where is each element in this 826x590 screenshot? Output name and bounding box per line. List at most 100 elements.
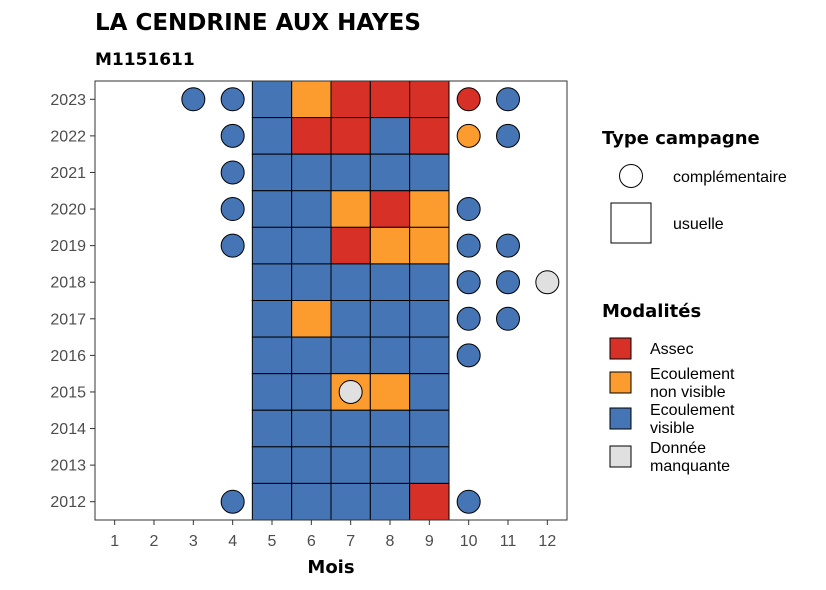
tile-2016-7 [330, 336, 371, 375]
point-2012-4 [220, 489, 245, 514]
tile-2019-7 [330, 226, 371, 265]
tile-2016-6 [291, 336, 332, 375]
tile-2020-7 [330, 190, 371, 228]
point-2016-10 [456, 343, 481, 368]
y-tick-label-2023: 2023 [50, 92, 86, 109]
y-tick-label-2022: 2022 [50, 128, 86, 145]
tile-2022-5 [251, 117, 293, 155]
x-tick-label-2: 2 [150, 533, 159, 550]
tile-2015-6 [291, 373, 332, 411]
tile-2013-7 [330, 446, 371, 484]
y-tick-label-2014: 2014 [50, 421, 86, 438]
tile-2018-9 [409, 263, 450, 301]
x-tick-label-12: 12 [538, 533, 556, 550]
point-2012-10 [456, 489, 481, 514]
tile-2014-8 [369, 409, 411, 448]
tile-2013-6 [291, 446, 332, 484]
tile-2013-5 [251, 446, 293, 484]
y-tick-label-2020: 2020 [50, 202, 86, 219]
point-2019-10 [456, 233, 481, 258]
point-2023-3 [181, 87, 206, 112]
point-2023-11 [496, 87, 520, 112]
point-2018-11 [496, 270, 520, 295]
tile-2012-8 [369, 482, 411, 521]
x-tick-label-3: 3 [189, 533, 198, 550]
y-tick-label-2012: 2012 [50, 494, 86, 511]
tile-2018-6 [291, 263, 332, 301]
tile-2023-6 [291, 80, 332, 119]
plot-panel-border [94, 80, 568, 521]
tile-2017-5 [251, 300, 293, 338]
x-tick-label-4: 4 [228, 533, 237, 550]
point-2019-11 [496, 233, 520, 258]
y-tick-label-2021: 2021 [50, 165, 86, 182]
tile-2018-5 [251, 263, 293, 301]
tile-2014-7 [330, 409, 371, 448]
legend-square-marker [610, 202, 652, 244]
tile-2017-7 [330, 300, 371, 338]
tile-2013-9 [409, 446, 450, 484]
tile-2016-5 [251, 336, 293, 375]
tile-2012-6 [291, 482, 332, 521]
tile-2021-8 [369, 153, 411, 192]
tile-2019-9 [409, 226, 450, 265]
x-tick-label-7: 7 [346, 533, 355, 550]
tile-2014-5 [251, 409, 293, 448]
point-2017-11 [496, 306, 520, 331]
tile-2012-9 [409, 482, 450, 521]
complementaire-points [181, 87, 560, 514]
legend-label-usuelle: usuelle [673, 216, 724, 233]
y-axis: 2012 2013 2014 2015 2016 2017 2018 2019 2020 2021… [50, 92, 95, 511]
point-2022-10 [456, 123, 481, 148]
legend-label-ecoulement-visible-line2: visible [650, 420, 695, 437]
point-2018-12 [535, 270, 560, 295]
point-2021-4 [220, 160, 245, 185]
point-2015-7 [338, 379, 363, 404]
tile-2020-6 [291, 190, 332, 228]
point-2022-11 [496, 123, 520, 148]
chart-subtitle: M1151611 [95, 50, 195, 70]
usuelle-tiles [251, 80, 450, 521]
legend-label-ecoulement-non-visible-line1: Ecoulement [650, 366, 735, 383]
x-tick-label-9: 9 [425, 533, 434, 550]
tile-2023-8 [369, 80, 411, 119]
legend-label-ecoulement-visible-line1: Ecoulement [650, 402, 735, 419]
point-2023-4 [220, 87, 245, 112]
tile-2020-5 [251, 190, 293, 228]
tile-2012-5 [251, 482, 293, 521]
tile-2017-9 [409, 300, 450, 338]
x-tick-label-11: 11 [500, 533, 517, 550]
legend-key-ecoulement-visible [609, 407, 632, 430]
tile-2019-8 [369, 226, 411, 265]
x-tick-label-8: 8 [386, 533, 395, 550]
point-2017-10 [456, 306, 481, 331]
tile-2015-5 [251, 373, 293, 411]
tile-2021-5 [251, 153, 293, 192]
tile-2012-7 [330, 482, 371, 521]
tile-2023-7 [330, 80, 371, 119]
legend-key-assec [609, 337, 632, 360]
point-2018-10 [456, 270, 481, 295]
legend-label-complementaire: complémentaire [673, 169, 787, 186]
tile-2013-8 [369, 446, 411, 484]
x-tick-label-1: 1 [110, 533, 119, 550]
tile-2020-8 [369, 190, 411, 228]
tile-2022-6 [291, 117, 332, 155]
legend-type-campagne: Type campagne complémentaire usuelle [602, 128, 787, 244]
legend-type-campagne-title: Type campagne [602, 128, 760, 149]
tile-2023-9 [409, 80, 450, 119]
x-tick-label-5: 5 [268, 533, 277, 550]
x-axis-title: Mois [307, 557, 354, 578]
point-2022-4 [220, 123, 245, 148]
legend-label-donnee-manquante-line2: manquante [650, 458, 730, 475]
tile-2015-9 [409, 373, 450, 411]
tile-2016-9 [409, 336, 450, 375]
chart-title: LA CENDRINE AUX HAYES [95, 10, 421, 36]
tile-2015-8 [369, 373, 411, 411]
legend-key-ecoulement-non-visible [609, 371, 632, 394]
tile-2019-6 [291, 226, 332, 265]
tile-2021-6 [291, 153, 332, 192]
tile-2022-9 [409, 117, 450, 155]
